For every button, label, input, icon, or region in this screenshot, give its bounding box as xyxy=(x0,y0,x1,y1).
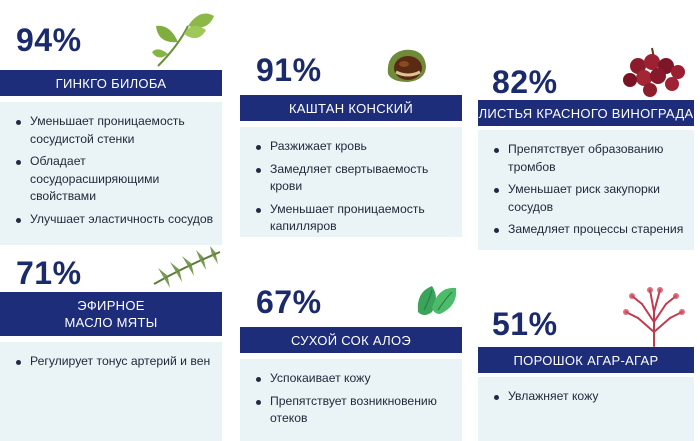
ingredient-title-text: ЭФИРНОЕ МАСЛО МЯТЫ xyxy=(64,298,158,330)
ingredient-title: СУХОЙ СОК АЛОЭ xyxy=(240,327,462,353)
benefit-item: Препятствует возникновению отеков xyxy=(254,393,456,428)
benefit-item: Замедляет свертываемость крови xyxy=(254,161,456,196)
percent-value: 91% xyxy=(256,52,322,88)
benefits-list: Регулирует тонус артерий и вен xyxy=(0,342,222,371)
benefits-list: Успокаивает кожу Препятствует возникнове… xyxy=(240,359,462,428)
ingredient-title: КАШТАН КОНСКИЙ xyxy=(240,95,462,121)
ingredient-title: ЭФИРНОЕ МАСЛО МЯТЫ xyxy=(0,292,222,336)
benefit-item: Регулирует тонус артерий и вен xyxy=(14,353,216,371)
ginkgo-leaf-icon xyxy=(152,13,214,67)
mint-leaf-icon xyxy=(417,286,457,315)
benefits-panel: Успокаивает кожу Препятствует возникнове… xyxy=(240,359,462,441)
benefit-item: Успокаивает кожу xyxy=(254,370,456,388)
benefits-list: Препятствует образованию тромбов Уменьша… xyxy=(478,130,694,239)
ingredient-title: ПОРОШОК АГАР-АГАР xyxy=(478,347,694,373)
benefit-item: Замедляет процессы старения xyxy=(492,221,688,239)
red-seaweed-icon xyxy=(623,287,685,347)
benefits-panel: Регулирует тонус артерий и вен xyxy=(0,342,222,441)
benefits-list: Разжижает кровь Замедляет свертываемость… xyxy=(240,127,462,236)
benefit-item: Уменьшает риск закупорки сосудов xyxy=(492,181,688,216)
benefit-item: Улучшает эластичность сосудов xyxy=(14,211,216,229)
benefit-item: Уменьшает проницаемость капилляров xyxy=(254,201,456,236)
benefit-item: Обладает сосудорасширяющими свойствами xyxy=(14,153,216,206)
percent-value: 94% xyxy=(16,22,82,58)
percent-value: 67% xyxy=(256,284,322,320)
benefit-item: Разжижает кровь xyxy=(254,138,456,156)
benefit-item: Препятствует образованию тромбов xyxy=(492,141,688,176)
percent-value: 82% xyxy=(492,64,558,100)
benefits-panel: Препятствует образованию тромбов Уменьша… xyxy=(478,130,694,250)
percent-value: 51% xyxy=(492,306,558,342)
benefits-list: Увлажняет кожу xyxy=(478,377,694,406)
benefits-list: Уменьшает проницаемость сосудистой стенк… xyxy=(0,102,222,228)
percent-value: 71% xyxy=(16,255,82,291)
benefits-panel: Уменьшает проницаемость сосудистой стенк… xyxy=(0,102,222,245)
ingredient-title: ЛИСТЬЯ КРАСНОГО ВИНОГРАДА xyxy=(478,100,694,126)
benefits-panel: Разжижает кровь Замедляет свертываемость… xyxy=(240,127,462,237)
benefits-panel: Увлажняет кожу xyxy=(478,377,694,441)
benefit-item: Уменьшает проницаемость сосудистой стенк… xyxy=(14,113,216,148)
red-grape-icon xyxy=(623,47,685,97)
chestnut-icon xyxy=(387,49,426,82)
benefit-item: Увлажняет кожу xyxy=(492,388,688,406)
rosemary-sprig-icon xyxy=(153,246,221,288)
ingredient-title: ГИНКГО БИЛОБА xyxy=(0,70,222,96)
